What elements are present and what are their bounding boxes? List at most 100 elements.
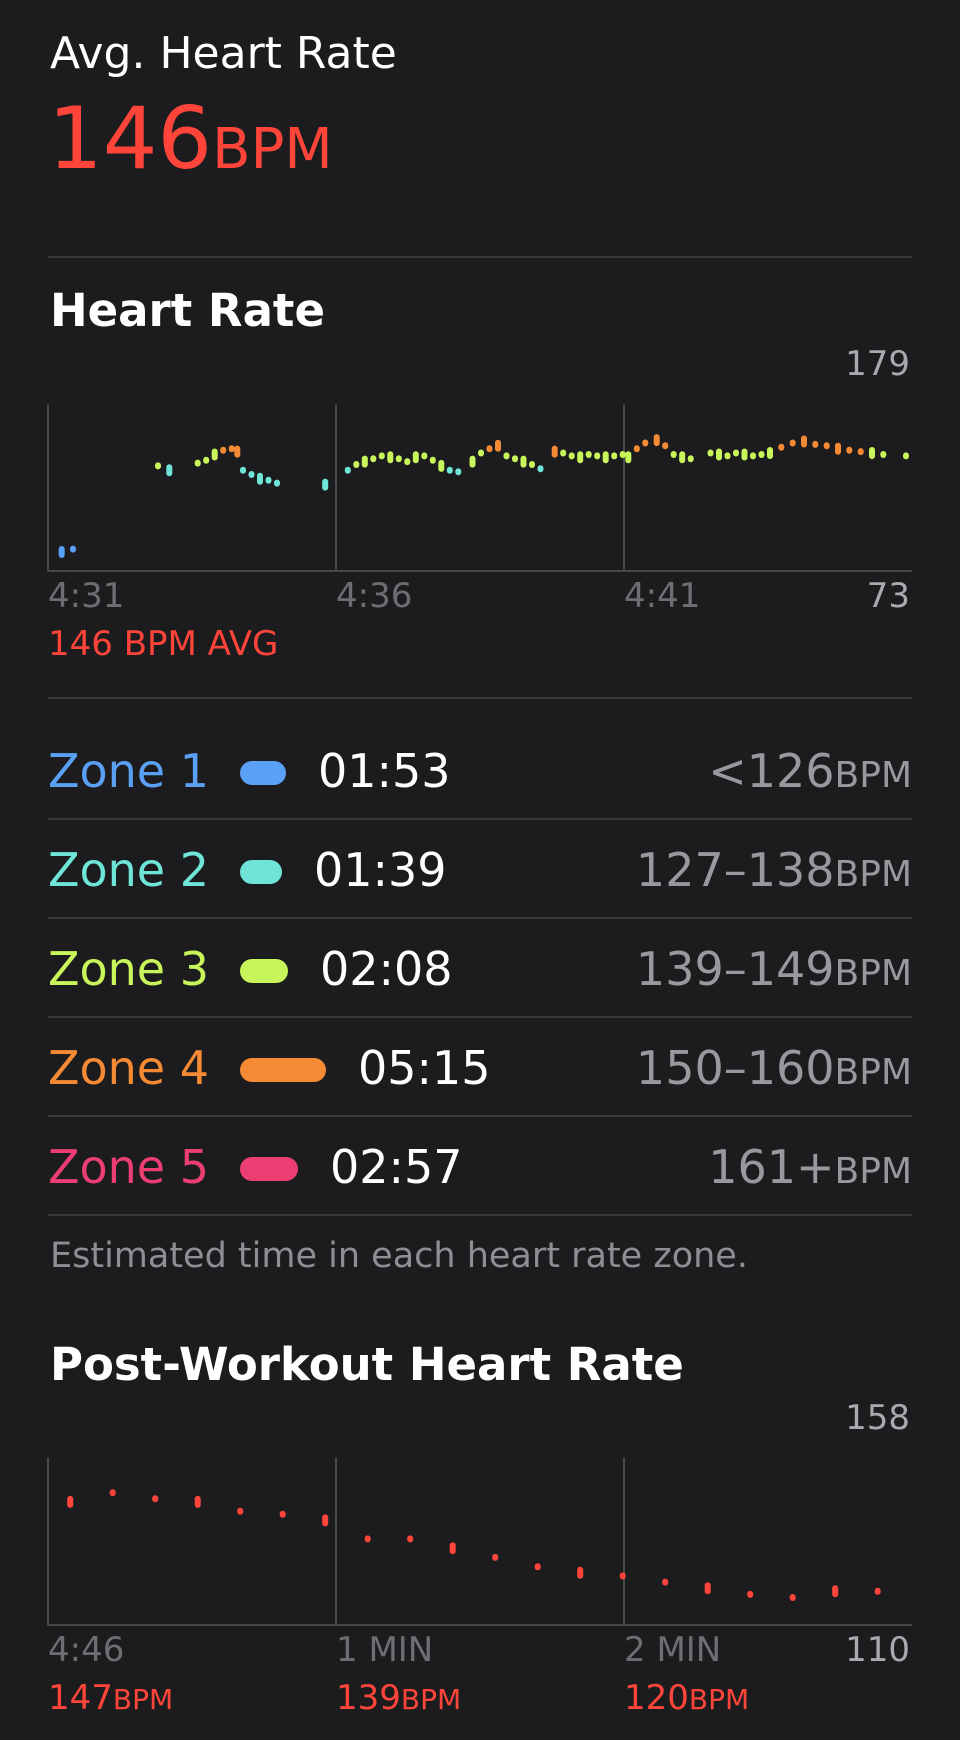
hr-point	[438, 459, 445, 472]
post-point	[619, 1572, 626, 1580]
zone-1-range-value: <126	[708, 744, 835, 798]
post-reading-3-value: 120	[624, 1678, 689, 1718]
hr-point	[194, 459, 201, 467]
heart-rate-title: Heart Rate	[50, 284, 325, 337]
post-point	[279, 1510, 286, 1518]
zone-4-range: 150–160BPM	[636, 1041, 912, 1095]
hr-point	[387, 451, 394, 464]
hr-point	[257, 472, 263, 485]
hr-point	[602, 451, 609, 464]
hr-avg-caption: 146 BPM AVG	[48, 624, 279, 664]
hr-point	[801, 435, 807, 448]
hr-x-tick-1: 4:31	[48, 576, 125, 616]
divider	[48, 256, 912, 258]
post-point	[704, 1582, 711, 1595]
hr-point	[724, 452, 731, 460]
hr-point	[404, 458, 411, 466]
zone-3-pill	[240, 959, 288, 983]
hr-point	[248, 471, 255, 478]
hr-point	[344, 466, 351, 474]
post-x-tick-2: 1 MIN	[336, 1630, 434, 1670]
post-y-min: 110	[845, 1630, 910, 1670]
post-reading-3-unit: BPM	[688, 1683, 750, 1716]
post-reading-1-value: 147	[48, 1678, 113, 1718]
hr-point	[370, 455, 377, 463]
hr-point	[642, 439, 649, 447]
post-reading-2-unit: BPM	[400, 1683, 462, 1716]
hr-point	[446, 466, 453, 474]
zone-row-1: Zone 1 01:53 <126BPM	[48, 722, 912, 820]
zone-5-time: 02:57	[330, 1140, 463, 1194]
zone-separator	[48, 1115, 912, 1117]
zone-row-4: Zone 4 05:15 150–160BPM	[48, 1019, 912, 1117]
post-point	[237, 1507, 244, 1515]
hr-point	[265, 476, 272, 484]
post-point	[662, 1578, 669, 1586]
post-point	[832, 1585, 839, 1598]
zone-3-range: 139–149BPM	[636, 942, 912, 996]
zone-5-range-unit: BPM	[834, 1151, 912, 1192]
hr-point	[778, 443, 785, 451]
hr-point	[857, 448, 864, 456]
zone-5-range: 161+BPM	[708, 1140, 912, 1194]
post-point	[577, 1566, 584, 1579]
hr-point	[812, 440, 819, 448]
hr-point	[679, 451, 686, 464]
hr-point	[322, 478, 329, 491]
heart-rate-chart	[47, 404, 912, 572]
hr-point	[789, 439, 796, 447]
post-point	[874, 1587, 881, 1595]
hr-point	[670, 451, 677, 458]
zone-3-time: 02:08	[320, 942, 453, 996]
hr-point	[486, 445, 493, 453]
hr-point	[716, 448, 722, 461]
hr-point	[750, 452, 756, 460]
hr-point	[880, 451, 887, 458]
avg-heart-rate-number: 146	[48, 89, 213, 189]
zone-4-range-unit: BPM	[834, 1052, 912, 1093]
zone-separator	[48, 1016, 912, 1018]
zone-2-pill	[240, 860, 282, 884]
hr-point	[274, 479, 280, 487]
hr-point	[469, 455, 476, 468]
hr-point	[361, 455, 368, 468]
divider	[48, 697, 912, 699]
hr-point	[478, 449, 484, 457]
post-x-tick-3: 2 MIN	[624, 1630, 722, 1670]
hr-point	[58, 546, 65, 558]
heart-rate-y-max: 179	[845, 344, 910, 384]
zone-2-range: 127–138BPM	[636, 843, 912, 897]
hr-point	[577, 451, 584, 464]
hr-point	[495, 439, 501, 452]
hr-point	[203, 456, 210, 464]
post-point	[534, 1563, 541, 1571]
hr-x-tick-3: 4:41	[624, 576, 701, 616]
post-workout-title: Post-Workout Heart Rate	[50, 1338, 684, 1391]
zone-5-name: Zone 5	[48, 1140, 209, 1194]
post-reading-2-value: 139	[336, 1678, 401, 1718]
hr-x-tick-2: 4:36	[336, 576, 413, 616]
hr-point	[529, 461, 535, 468]
hr-point	[733, 449, 739, 457]
zone-5-pill	[240, 1157, 298, 1181]
zones-note: Estimated time in each heart rate zone.	[50, 1236, 748, 1276]
hr-point	[767, 447, 773, 459]
hr-point	[537, 465, 544, 473]
zone-3-range-value: 139–149	[635, 942, 835, 996]
hr-point	[846, 446, 853, 454]
zone-4-range-value: 150–160	[635, 1041, 835, 1095]
zone-5-range-value: 161+	[708, 1140, 835, 1194]
zone-separator	[48, 818, 912, 820]
hr-point	[903, 452, 909, 460]
hr-point	[823, 442, 830, 450]
post-point	[322, 1514, 329, 1527]
post-point	[789, 1594, 796, 1601]
zone-1-range: <126BPM	[708, 744, 912, 798]
avg-heart-rate-value: 146BPM	[48, 96, 333, 182]
post-reading-1: 147BPM	[48, 1678, 173, 1718]
hr-point	[421, 452, 428, 460]
hr-point	[758, 451, 765, 458]
hr-point	[560, 449, 567, 457]
post-point	[194, 1495, 201, 1508]
hr-point	[455, 468, 462, 476]
